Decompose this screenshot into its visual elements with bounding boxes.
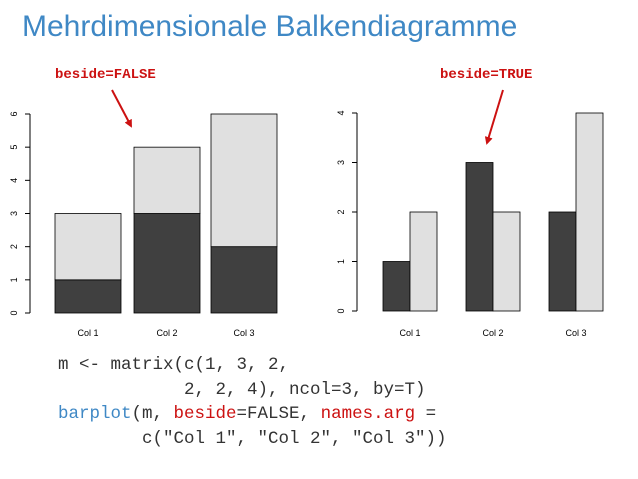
bar-light-segment	[133, 146, 201, 214]
code-text: (m,	[131, 404, 174, 424]
x-category-label: Col 3	[233, 328, 254, 338]
bar-light	[409, 211, 438, 312]
y-tick-label: 1	[9, 277, 19, 282]
stacked-bar-chart: 0 1 2 3 4 5 6 Col 1 Col 2 Col 3	[9, 111, 278, 338]
x-category-label: Col 2	[482, 328, 503, 338]
code-argument-names-arg: names.arg	[320, 404, 416, 424]
code-line-3: barplot(m, beside=FALSE, names.arg =	[58, 402, 447, 427]
y-tick-label: 3	[336, 160, 346, 165]
bar-light-segment	[54, 213, 122, 281]
y-tick-label: 3	[9, 211, 19, 216]
code-line-4: c("Col 1", "Col 2", "Col 3"))	[58, 428, 447, 449]
y-tick-label: 4	[336, 110, 346, 115]
arrow-left	[111, 89, 132, 128]
y-tick-label: 1	[336, 259, 346, 264]
bar-light	[575, 112, 604, 312]
grouped-bar-chart: 0 1 2 3 4 Col 1 Col 2 Col 3	[336, 110, 604, 338]
x-category-label: Col 1	[77, 328, 98, 338]
annotation-beside-false: beside=FALSE	[55, 67, 156, 83]
x-category-label: Col 1	[399, 328, 420, 338]
code-text: =	[415, 404, 437, 424]
bar-dark	[548, 211, 577, 312]
code-text: =FALSE,	[236, 404, 321, 424]
y-tick-label: 6	[9, 111, 19, 116]
bar-dark-segment	[210, 246, 278, 314]
y-tick-label: 2	[336, 209, 346, 214]
code-line-2: 2, 2, 4), ncol=3, by=T)	[58, 379, 426, 400]
code-block: m <- matrix(c(1, 3, 2, 2, 2, 4), ncol=3,…	[58, 353, 447, 451]
y-tick-label: 4	[9, 178, 19, 183]
bar-dark	[382, 261, 411, 312]
y-tick-label: 0	[9, 310, 19, 315]
bar-dark-segment	[54, 279, 122, 314]
code-function-barplot: barplot	[58, 404, 132, 424]
bar-light-segment	[210, 113, 278, 248]
bar-dark-segment	[133, 213, 201, 314]
page-title: Mehrdimensionale Balkendiagramme	[22, 10, 518, 43]
bar-dark	[465, 162, 494, 312]
y-tick-label: 2	[9, 244, 19, 249]
bar-light	[492, 211, 521, 312]
arrow-right	[484, 89, 504, 145]
x-category-label: Col 2	[156, 328, 177, 338]
y-tick-label: 0	[336, 308, 346, 313]
annotation-beside-true: beside=TRUE	[440, 67, 533, 83]
code-line-1: m <- matrix(c(1, 3, 2,	[58, 355, 290, 375]
y-tick-label: 5	[9, 145, 19, 150]
code-argument-beside: beside	[173, 404, 237, 424]
x-category-label: Col 3	[565, 328, 586, 338]
